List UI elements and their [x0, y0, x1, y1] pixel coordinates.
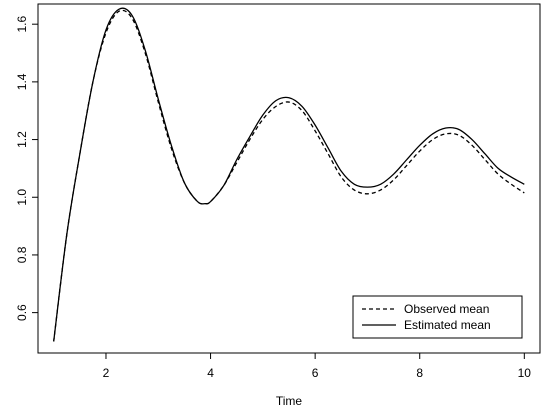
x-tick-label: 10: [518, 366, 532, 380]
series-line-estimated-mean: [53, 7, 525, 342]
y-tick-label: 1.4: [15, 73, 29, 90]
plot-frame: [37, 3, 541, 354]
y-tick-label: 1.6: [15, 16, 29, 33]
y-tick-label: 0.6: [15, 304, 29, 321]
y-tick-label: 1.2: [15, 131, 29, 148]
y-tick-label: 1.0: [15, 189, 29, 206]
x-tick-label: 8: [416, 366, 423, 380]
series-layer: [53, 7, 525, 342]
y-tick-label: 0.8: [15, 246, 29, 263]
legend-label-estimated: Estimated mean: [404, 318, 491, 332]
x-axis: 2 4 6 8 10: [103, 353, 532, 380]
x-tick-label: 6: [312, 366, 319, 380]
legend-box: [352, 295, 523, 339]
x-axis-title: Time: [276, 394, 303, 408]
legend: Observed mean Estimated mean: [352, 295, 523, 339]
x-tick-label: 4: [207, 366, 214, 380]
legend-label-observed: Observed mean: [404, 302, 489, 316]
series-line-observed-mean: [53, 9, 525, 342]
x-tick-label: 2: [103, 366, 110, 380]
y-axis: 0.6 0.8 1.0 1.2 1.4 1.6: [15, 16, 38, 321]
